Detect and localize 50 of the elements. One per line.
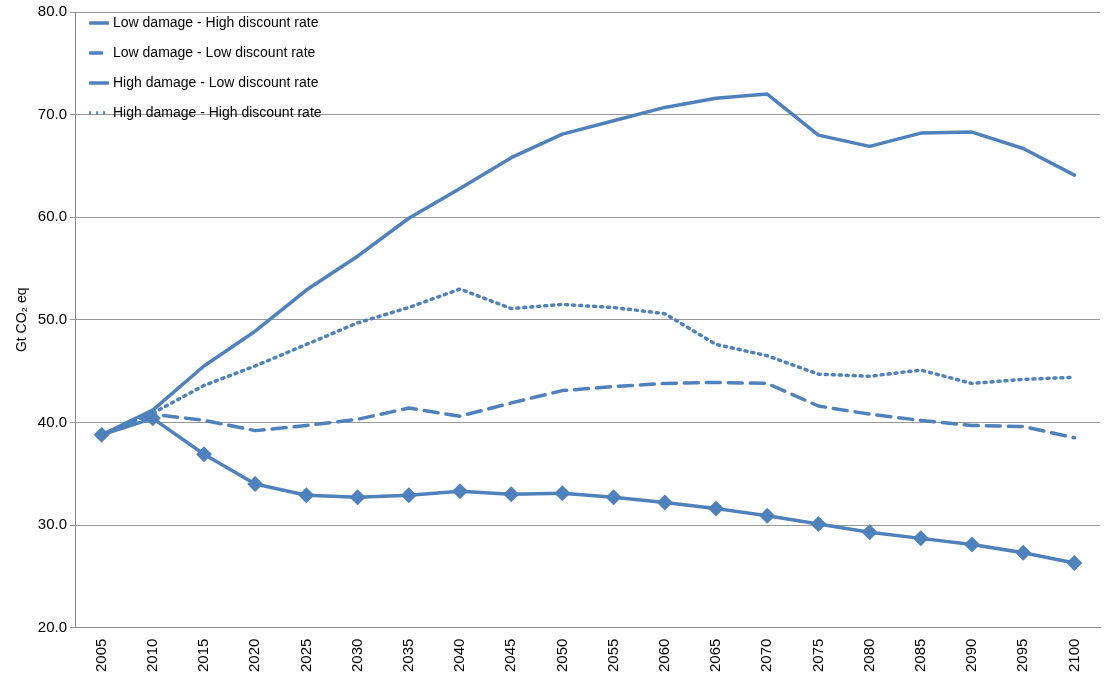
x-tick-label: 2055 <box>603 638 621 673</box>
x-tick-label: 2035 <box>398 638 416 673</box>
point <box>912 530 929 547</box>
legend-label: High damage - Low discount rate <box>112 73 319 90</box>
x-tick-label: 2015 <box>194 638 212 673</box>
x-tick-label: 2100 <box>1064 638 1082 673</box>
x-tick-label: 2085 <box>910 638 928 673</box>
point <box>196 446 212 463</box>
x-tick-label: 2090 <box>962 638 980 673</box>
point <box>400 487 417 504</box>
point <box>554 485 571 502</box>
point <box>1015 544 1032 561</box>
legend-label: Low damage - High discount rate <box>112 13 319 30</box>
point <box>861 524 878 541</box>
y-tick-label: 40.0 <box>37 412 67 430</box>
x-tick-label: 2045 <box>501 638 519 673</box>
y-tick-label: 30.0 <box>37 515 67 533</box>
x-tick-label: 2050 <box>552 638 570 673</box>
point <box>810 516 827 532</box>
x-tick-label: 2010 <box>142 638 160 673</box>
x-tick-label: 2020 <box>245 638 263 673</box>
x-tick-label: 2060 <box>654 638 672 673</box>
point <box>452 483 468 500</box>
x-tick-label: 2065 <box>706 638 724 673</box>
point <box>349 489 366 506</box>
x-tick-label: 2075 <box>808 638 826 673</box>
x-tick-label: 2030 <box>347 638 365 673</box>
y-tick-label: 70.0 <box>37 104 67 122</box>
point <box>1066 554 1083 571</box>
legend-label: High damage - High discount rate <box>112 103 322 120</box>
x-tick-label: 2040 <box>450 638 468 673</box>
y-tick-label: 20.0 <box>37 617 67 635</box>
x-tick-label: 2070 <box>757 638 775 673</box>
x-tick-label: 2005 <box>91 638 109 673</box>
x-tick-label: 2025 <box>296 638 314 673</box>
legend-label: Low damage - Low discount rate <box>112 43 316 60</box>
y-axis-title: Gt CO₂ eq <box>13 287 30 353</box>
point <box>298 487 315 504</box>
point <box>964 536 980 553</box>
y-tick-label: 50.0 <box>37 309 67 327</box>
y-tick-label: 60.0 <box>37 207 67 225</box>
point <box>247 475 264 492</box>
point <box>708 500 724 517</box>
x-tick-label: 2095 <box>1013 638 1031 673</box>
point <box>656 494 673 511</box>
point <box>503 486 520 503</box>
point <box>605 489 622 506</box>
point <box>759 507 776 524</box>
x-tick-label: 2080 <box>859 638 877 673</box>
y-tick-label: 80.0 <box>37 2 67 20</box>
